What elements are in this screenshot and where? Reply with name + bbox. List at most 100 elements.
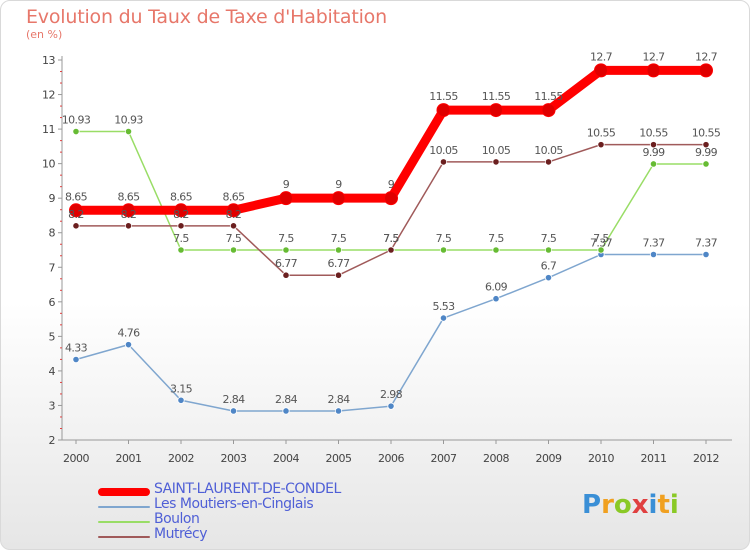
legend-label: SAINT-LAURENT-DE-CONDEL bbox=[154, 481, 341, 497]
x-tick-label: 2010 bbox=[588, 452, 614, 465]
data-point bbox=[229, 407, 238, 415]
y-tick-label: 11 bbox=[42, 123, 55, 136]
unit-label: (en %) bbox=[26, 28, 63, 41]
x-tick-label: 2002 bbox=[168, 452, 194, 465]
data-label: 4.33 bbox=[65, 342, 88, 355]
x-tick-label: 2011 bbox=[641, 452, 667, 465]
data-label: 8.2 bbox=[68, 208, 84, 221]
data-point bbox=[334, 407, 343, 415]
y-tick-label: 12 bbox=[42, 89, 55, 102]
x-tick-label: 2000 bbox=[63, 452, 89, 465]
data-label: 7.5 bbox=[173, 232, 189, 245]
data-label: 11.55 bbox=[429, 90, 458, 103]
data-label: 2.98 bbox=[380, 388, 403, 401]
data-label: 8.65 bbox=[117, 190, 140, 203]
data-point bbox=[282, 271, 290, 279]
data-label: 7.5 bbox=[593, 232, 609, 245]
data-point bbox=[702, 160, 710, 168]
legend-label: Boulon bbox=[154, 511, 200, 527]
data-label: 2.84 bbox=[222, 393, 245, 406]
logo-letter: t bbox=[657, 490, 670, 520]
data-point bbox=[334, 271, 343, 279]
data-label: 5.53 bbox=[432, 300, 455, 313]
data-label: 9 bbox=[388, 178, 395, 191]
data-point bbox=[334, 246, 343, 254]
data-label: 9.99 bbox=[642, 146, 665, 159]
chart-title: Evolution du Taux de Taxe d'Habitation bbox=[26, 6, 387, 28]
data-label: 12.7 bbox=[695, 50, 718, 63]
data-label: 10.05 bbox=[429, 144, 458, 157]
data-label: 7.5 bbox=[383, 232, 399, 245]
data-label: 8.65 bbox=[222, 190, 245, 203]
data-point bbox=[69, 203, 83, 218]
data-point bbox=[226, 203, 241, 218]
logo-letter: i bbox=[669, 490, 679, 520]
data-label: 7.5 bbox=[226, 232, 242, 245]
y-tick-label: 6 bbox=[49, 296, 56, 309]
data-point bbox=[387, 246, 395, 254]
data-label: 7.37 bbox=[695, 236, 718, 249]
y-tick-label: 5 bbox=[49, 330, 56, 343]
data-point bbox=[331, 191, 346, 206]
x-tick-label: 2003 bbox=[221, 452, 247, 465]
data-point bbox=[72, 222, 80, 230]
data-point bbox=[177, 222, 185, 230]
y-tick-label: 2 bbox=[49, 434, 56, 447]
legend-swatch bbox=[98, 506, 150, 508]
data-point bbox=[492, 295, 500, 303]
data-label: 7.5 bbox=[331, 232, 347, 245]
data-point bbox=[174, 203, 188, 218]
x-tick-label: 2006 bbox=[378, 452, 404, 465]
data-label: 12.7 bbox=[590, 50, 613, 63]
logo-letter: r bbox=[601, 490, 614, 520]
data-point bbox=[439, 314, 448, 322]
data-point bbox=[439, 246, 448, 254]
data-point bbox=[597, 246, 605, 254]
y-tick-label: 13 bbox=[42, 54, 55, 67]
data-point bbox=[124, 222, 133, 230]
data-point bbox=[489, 103, 503, 118]
data-label: 7.37 bbox=[642, 236, 665, 249]
data-point bbox=[439, 158, 448, 166]
data-label: 12.7 bbox=[642, 50, 665, 63]
data-point bbox=[597, 141, 605, 149]
data-label: 10.55 bbox=[587, 127, 616, 140]
data-point bbox=[544, 274, 553, 282]
x-tick-label: 2004 bbox=[273, 452, 299, 465]
data-point bbox=[384, 191, 398, 206]
data-label: 10.05 bbox=[482, 144, 511, 157]
data-point bbox=[282, 407, 290, 415]
data-label: 8.2 bbox=[121, 208, 137, 221]
data-label: 7.5 bbox=[541, 232, 557, 245]
data-point bbox=[699, 63, 713, 78]
y-tick-label: 3 bbox=[49, 399, 56, 412]
data-point bbox=[279, 191, 293, 206]
data-label: 8.2 bbox=[226, 208, 242, 221]
y-tick-label: 7 bbox=[49, 261, 56, 274]
data-label: 9 bbox=[335, 178, 342, 191]
data-point bbox=[492, 158, 500, 166]
data-label: 11.55 bbox=[482, 90, 511, 103]
x-tick-label: 2007 bbox=[431, 452, 457, 465]
data-point bbox=[121, 203, 136, 218]
data-label: 7.37 bbox=[590, 236, 613, 249]
proxiti-logo: Proxiti bbox=[582, 490, 679, 520]
data-point bbox=[387, 402, 395, 410]
data-point bbox=[282, 246, 290, 254]
data-point bbox=[177, 396, 185, 404]
data-label: 9.99 bbox=[695, 146, 718, 159]
logo-letter: o bbox=[613, 490, 632, 520]
data-label: 7.5 bbox=[488, 232, 504, 245]
data-label: 10.55 bbox=[692, 127, 721, 140]
data-point bbox=[229, 222, 238, 230]
legend-swatch bbox=[98, 521, 150, 523]
data-point bbox=[541, 103, 556, 118]
data-point bbox=[124, 127, 133, 136]
y-tick-label: 8 bbox=[49, 227, 56, 240]
data-label: 7.5 bbox=[383, 232, 399, 245]
data-label: 10.93 bbox=[62, 114, 91, 127]
data-point bbox=[177, 246, 185, 254]
legend-label: Mutrécy bbox=[154, 526, 208, 542]
data-label: 8.2 bbox=[173, 208, 189, 221]
